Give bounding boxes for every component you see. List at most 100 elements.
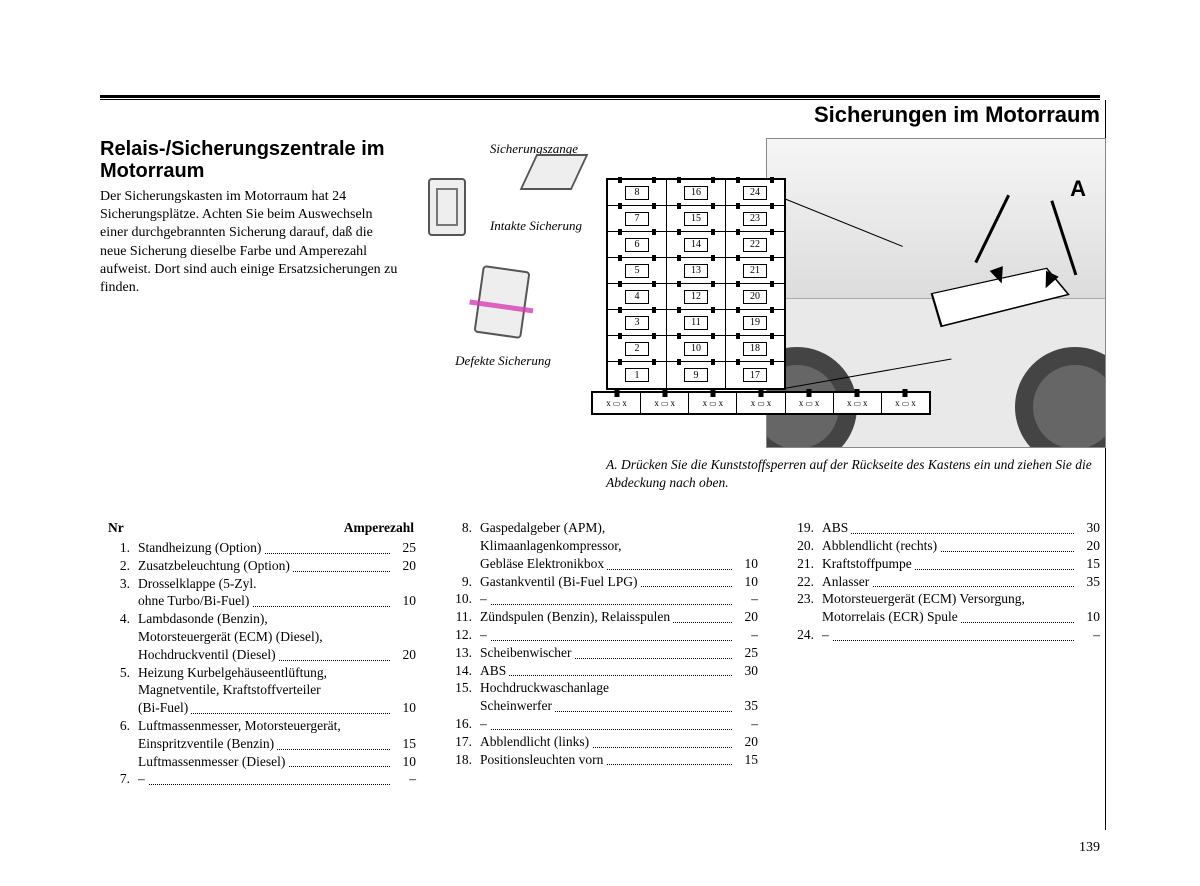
fuse-table-row: 17.Abblendlicht (links)20 — [442, 733, 758, 751]
fuse-number: 12 — [684, 290, 708, 304]
fuse-table-row: Gebläse Elektronikbox10 — [442, 555, 758, 573]
pliers-icon — [520, 154, 589, 190]
fuse-description: Zusatzbeleuchtung (Option) — [138, 557, 390, 575]
fuse-amperage: 20 — [390, 557, 416, 575]
fuse-table-col3: 19.ABS3020.Abblendlicht (rechts)2021.Kra… — [784, 519, 1100, 788]
fuse-amperage: 20 — [390, 646, 416, 664]
header-amp: Amperezahl — [344, 519, 414, 537]
fuse-description: Motorrelais (ECR) Spule — [822, 608, 1074, 626]
fuse-table-row: Scheinwerfer35 — [442, 697, 758, 715]
fuse-description: Motorsteuergerät (ECM) Versorgung, — [822, 590, 1074, 608]
spare-fuse-cell: x▭x — [834, 393, 882, 413]
fuse-table-row: 7.–– — [100, 770, 416, 788]
defect-fuse-icon — [474, 265, 531, 339]
fuse-position-cell: 22 — [726, 232, 784, 257]
fuse-number: 2 — [625, 342, 649, 356]
fuse-number: 11. — [450, 608, 472, 626]
fuse-position-cell: 7 — [608, 206, 667, 231]
page-number: 139 — [100, 840, 1100, 856]
fuse-table-row: 11.Zündspulen (Benzin), Relaisspulen20 — [442, 608, 758, 626]
fuse-grid-row: 2 10 18 — [608, 336, 784, 362]
fuse-number: 21. — [792, 555, 814, 573]
fuse-number: 11 — [684, 316, 708, 330]
fuse-grid-row: 51321 — [608, 258, 784, 284]
diagram-caption: A. Drücken Sie die Kunststoffsperren auf… — [606, 456, 1106, 491]
fuse-number: 10 — [684, 342, 708, 356]
spare-fuse-cell: x▭x — [737, 393, 785, 413]
fuse-table-row: 14.ABS30 — [442, 662, 758, 680]
fuse-description: Lambdasonde (Benzin), — [138, 610, 390, 628]
fuse-table-row: 9.Gastankventil (Bi-Fuel LPG)10 — [442, 573, 758, 591]
fuse-amperage: 30 — [732, 662, 758, 680]
fuse-position-cell: 10 — [667, 336, 726, 361]
fuse-position-cell: 17 — [726, 362, 784, 388]
fuse-description: Heizung Kurbelgehäuseentlüftung, — [138, 664, 390, 682]
fuse-number: 15. — [450, 679, 472, 697]
fuse-table-row: 5. Heizung Kurbelgehäuseentlüftung, — [100, 664, 416, 682]
fuse-table-row: 12.–– — [442, 626, 758, 644]
fuse-number: 20 — [743, 290, 767, 304]
fuse-amperage: – — [1074, 626, 1100, 644]
fuse-number: 9 — [684, 368, 708, 382]
fuse-amperage: 20 — [732, 608, 758, 626]
fuse-number: 21 — [743, 264, 767, 278]
fuse-description: – — [822, 626, 1074, 644]
fuse-description: Luftmassenmesser (Diesel) — [138, 753, 390, 771]
fuse-amperage: – — [732, 715, 758, 733]
fuse-position-cell: 6 — [608, 232, 667, 257]
fuse-description: Gastankventil (Bi-Fuel LPG) — [480, 573, 732, 591]
callout-lines — [784, 198, 914, 328]
fuse-table-row: 22.Anlasser35 — [784, 573, 1100, 591]
fuse-table-row: 15.Hochdruckwaschanlage — [442, 679, 758, 697]
fuse-table-row: 21.Kraftstoffpumpe15 — [784, 555, 1100, 573]
fuse-table-row: 20.Abblendlicht (rechts)20 — [784, 537, 1100, 555]
fuse-table-row: (Bi-Fuel)10 — [100, 699, 416, 717]
fuse-number: 7. — [108, 770, 130, 788]
fuse-grid-row: 614 22 — [608, 232, 784, 258]
fuse-grid-row: 7 15 23 — [608, 206, 784, 232]
fuse-table-header: Nr Amperezahl — [100, 519, 416, 537]
top-rule — [100, 95, 1100, 100]
fuse-description: Klimaanlagenkompressor, — [480, 537, 732, 555]
fuse-table-row: 3.Drosselklappe (5-Zyl. — [100, 575, 416, 593]
fuse-description: ABS — [822, 519, 1074, 537]
fuse-number: 18 — [743, 342, 767, 356]
fusebox-diagram: A 81624715236142251321412203111921018191… — [606, 138, 1106, 448]
fuse-number: 1 — [625, 368, 649, 382]
fuse-number: 23 — [743, 212, 767, 226]
spare-fuse-cell: x▭x — [593, 393, 641, 413]
fuse-number: 15 — [684, 212, 708, 226]
fuse-number: 8. — [450, 519, 472, 537]
fuse-number: 17 — [743, 368, 767, 382]
fuse-position-cell: 19 — [726, 310, 784, 335]
fuse-position-cell: 21 — [726, 258, 784, 283]
fuse-table-row: 10.–– — [442, 590, 758, 608]
intro-text: Der Sicherungskasten im Motorraum hat 24… — [100, 188, 400, 297]
fuse-description: (Bi-Fuel) — [138, 699, 390, 717]
fuse-number: 5 — [625, 264, 649, 278]
fuse-table-row: 6.Luftmassenmesser, Motorsteuergerät, — [100, 717, 416, 735]
fuse-amperage: 35 — [1074, 573, 1100, 591]
spare-fuse-cell: x▭x — [689, 393, 737, 413]
fuse-amperage: 25 — [390, 539, 416, 557]
fuse-description: Positionsleuchten vorn — [480, 751, 732, 769]
upper-section: Relais-/Sicherungszentrale im Motorraum … — [100, 138, 1100, 491]
fuse-number: 22 — [743, 238, 767, 252]
fuse-number: 24 — [743, 186, 767, 200]
fuse-number: 5. — [108, 664, 130, 682]
fuse-amperage: 10 — [390, 753, 416, 771]
fuse-number: 4. — [108, 610, 130, 628]
fuse-table-row: 8.Gaspedalgeber (APM), — [442, 519, 758, 537]
fuse-grid-row: 31119 — [608, 310, 784, 336]
fuse-description: Motorsteuergerät (ECM) (Diesel), — [138, 628, 390, 646]
page-content: Sicherungen im Motorraum Relais-/Sicheru… — [100, 95, 1100, 788]
fuse-number: 13. — [450, 644, 472, 662]
fuse-number: 2. — [108, 557, 130, 575]
fuse-position-cell: 2 — [608, 336, 667, 361]
fuse-table-row: 13.Scheibenwischer25 — [442, 644, 758, 662]
fuse-position-cell: 4 — [608, 284, 667, 309]
fuse-amperage: 10 — [732, 555, 758, 573]
fuse-position-cell: 14 — [667, 232, 726, 257]
fuse-position-cell: 23 — [726, 206, 784, 231]
fuse-amperage: – — [390, 770, 416, 788]
